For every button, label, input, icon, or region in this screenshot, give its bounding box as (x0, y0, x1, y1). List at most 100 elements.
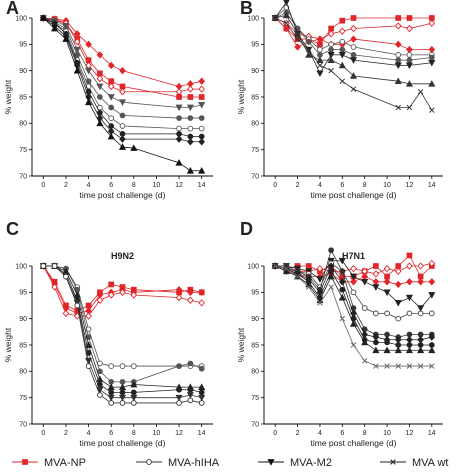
data-point (429, 363, 435, 369)
data-point (62, 309, 70, 318)
x-tick-label: 2 (64, 182, 68, 189)
data-point (394, 22, 402, 30)
data-point (107, 94, 115, 101)
data-point (316, 70, 324, 78)
data-point (85, 67, 93, 75)
x-tick-label: 14 (198, 430, 206, 437)
data-point (198, 85, 205, 93)
data-point (316, 35, 324, 43)
data-point (198, 94, 205, 100)
data-point (429, 107, 435, 113)
data-point (361, 278, 369, 286)
data-point (198, 400, 205, 406)
data-point (187, 288, 194, 297)
data-point (372, 278, 380, 286)
data-point (406, 15, 413, 21)
data-point (175, 286, 183, 294)
legend-marker (390, 459, 396, 465)
data-point (361, 358, 368, 364)
data-point (85, 40, 92, 49)
data-point (198, 288, 205, 297)
x-tick-label: 4 (318, 430, 322, 437)
y-tick-label: 75 (19, 395, 27, 402)
y-axis-label: % weight (236, 327, 246, 362)
y-tick-label: 90 (251, 68, 259, 75)
data-point (394, 300, 402, 307)
data-point (107, 383, 115, 390)
data-series (40, 263, 205, 396)
data-point (119, 363, 126, 369)
data-point (428, 19, 436, 27)
legend-item: MVA-hIHA (136, 457, 220, 469)
y-tick-label: 70 (19, 421, 27, 428)
data-point (406, 57, 413, 63)
data-point (294, 273, 301, 280)
legend-marker (267, 459, 275, 466)
data-point (85, 363, 92, 369)
data-point (349, 72, 358, 79)
x-tick-label: 14 (428, 430, 436, 437)
data-point (417, 88, 424, 95)
data-point (428, 259, 436, 268)
data-point (405, 80, 413, 87)
data-point (406, 52, 413, 58)
data-point (406, 278, 413, 286)
data-point (350, 35, 357, 43)
data-point (328, 46, 334, 53)
data-point (405, 294, 413, 302)
data-point (338, 52, 346, 59)
x-tick-label: 6 (340, 430, 344, 437)
data-point (406, 262, 413, 270)
data-point (339, 17, 346, 24)
legend-item: MVA-M2 (258, 457, 332, 469)
y-tick-label: 90 (19, 68, 27, 75)
data-point (327, 272, 335, 280)
data-point (130, 389, 137, 396)
data-point (175, 135, 183, 143)
data-point (108, 115, 115, 121)
data-point (108, 104, 115, 111)
data-point (428, 292, 436, 299)
data-point (107, 82, 115, 91)
data-point (198, 138, 205, 146)
y-axis-label: % weight (3, 327, 13, 362)
data-point (406, 310, 413, 317)
data-point (85, 98, 93, 106)
x-tick-label: 10 (153, 182, 161, 189)
y-tick-label: 70 (251, 173, 259, 180)
y-tick-label: 85 (19, 342, 27, 349)
y-tick-label: 90 (251, 316, 259, 323)
data-point (108, 281, 115, 288)
data-point (395, 57, 402, 63)
data-series (272, 263, 435, 369)
data-point (428, 310, 435, 317)
data-point (383, 289, 391, 297)
data-point (428, 346, 436, 354)
data-point (305, 284, 312, 290)
data-point (338, 257, 346, 265)
data-point (175, 88, 183, 96)
x-tick-label: 0 (41, 430, 45, 437)
x-tick-label: 2 (296, 430, 300, 437)
data-point (187, 115, 194, 121)
data-point (405, 346, 413, 354)
data-point (187, 386, 194, 393)
data-point (361, 338, 369, 346)
data-point (384, 310, 390, 317)
data-point (317, 300, 323, 306)
y-tick-label: 95 (19, 290, 27, 297)
y-tick-label: 75 (251, 395, 259, 402)
data-point (350, 44, 357, 50)
y-tick-label: 75 (251, 147, 259, 154)
data-point (428, 278, 436, 286)
data-point (316, 264, 324, 273)
data-point (187, 360, 194, 367)
data-point (349, 57, 358, 64)
data-point (417, 310, 424, 317)
data-point (119, 88, 126, 96)
data-point (406, 24, 413, 33)
data-point (283, 265, 290, 272)
legend-label: MVA wt (412, 457, 448, 469)
x-tick-label: 10 (383, 430, 391, 437)
data-point (339, 268, 346, 275)
